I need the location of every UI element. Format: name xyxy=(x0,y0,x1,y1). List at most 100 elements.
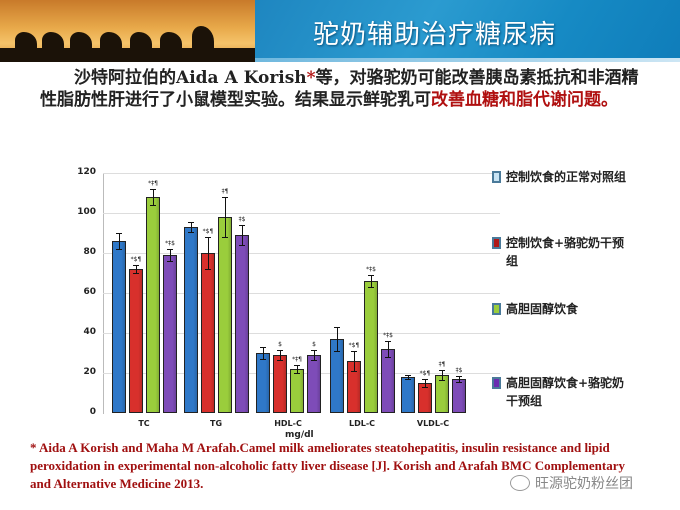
legend-swatch xyxy=(492,237,501,249)
gridline xyxy=(103,253,500,254)
error-cap xyxy=(311,360,317,361)
legend-swatch xyxy=(492,377,501,389)
error-bar xyxy=(191,222,192,232)
error-cap xyxy=(294,373,300,374)
x-category-label: LDL-C xyxy=(348,419,376,428)
gridline xyxy=(103,333,500,334)
error-cap xyxy=(294,365,300,366)
watermark-text: 旺源驼奶粉丝团 xyxy=(535,476,633,492)
bar-vldl-c-series-4 xyxy=(452,379,466,413)
error-bar xyxy=(242,225,243,245)
y-tick-label: 0 xyxy=(89,407,96,417)
error-cap xyxy=(133,273,139,274)
error-cap xyxy=(368,287,374,288)
error-bar xyxy=(136,265,137,273)
legend-label: 控制饮食+骆驼奶干预组 xyxy=(506,236,625,268)
gridline xyxy=(103,173,500,174)
bar-tg-series-1 xyxy=(184,227,198,413)
error-cap xyxy=(150,205,156,206)
bar-hdl-c-series-1 xyxy=(256,353,270,413)
legend-label: 高胆固醇饮食+骆驼奶干预组 xyxy=(506,376,625,408)
significance-marker: *$¶ xyxy=(419,370,431,377)
y-tick-label: 80 xyxy=(83,247,96,257)
page-title: 驼奶辅助治疗糖尿病 xyxy=(313,20,557,50)
camel-caravan-image xyxy=(0,0,255,62)
error-bar xyxy=(459,376,460,382)
bar-tg-series-4 xyxy=(235,235,249,413)
significance-marker: *$¶ xyxy=(130,256,142,263)
legend-swatch xyxy=(492,171,501,183)
error-bar xyxy=(388,341,389,357)
error-bar xyxy=(337,327,338,351)
x-axis-unit: mg/dl xyxy=(285,430,314,440)
error-cap xyxy=(456,376,462,377)
bar-tg-series-3 xyxy=(218,217,232,413)
error-cap xyxy=(205,269,211,270)
error-cap xyxy=(222,197,228,198)
legend-swatch xyxy=(492,303,501,315)
bar-hdl-c-series-4 xyxy=(307,355,321,413)
error-cap xyxy=(368,275,374,276)
significance-marker: ‡$ xyxy=(455,367,463,374)
x-category-label: HDL-C xyxy=(274,419,302,428)
significance-marker: *‡$ xyxy=(165,240,175,247)
footnote-marker: * xyxy=(306,68,316,88)
intro-text-2: 等，对骆驼奶可能改善胰岛素抵抗和非酒精性脂肪性肝进行了小鼠模型实验。结果显示鲜驼… xyxy=(40,68,639,110)
error-cap xyxy=(205,237,211,238)
y-tick-label: 120 xyxy=(77,167,96,177)
significance-marker: $ xyxy=(278,341,282,348)
wechat-icon xyxy=(510,475,530,491)
error-bar xyxy=(408,375,409,379)
significance-marker: $ xyxy=(312,341,316,348)
error-cap xyxy=(385,341,391,342)
error-bar xyxy=(225,197,226,237)
significance-marker: ‡¶ xyxy=(438,361,446,368)
gridline xyxy=(103,213,500,214)
legend-label: 高胆固醇饮食 xyxy=(506,302,579,316)
y-tick-label: 60 xyxy=(83,287,96,297)
y-tick-label: 20 xyxy=(83,367,96,377)
reference-citation: * Aida A Korish and Maha M Arafah.Camel … xyxy=(30,440,625,491)
error-cap xyxy=(351,351,357,352)
error-cap xyxy=(405,379,411,380)
significance-marker: *$¶ xyxy=(202,228,214,235)
significance-marker: ‡$ xyxy=(238,216,246,223)
error-cap xyxy=(260,347,266,348)
significance-marker: *$¶ xyxy=(348,342,360,349)
error-cap xyxy=(239,245,245,246)
error-bar xyxy=(208,237,209,269)
x-category-label: TG xyxy=(209,419,223,428)
error-cap xyxy=(277,360,283,361)
error-bar xyxy=(170,249,171,261)
intro-text-1: 沙特阿拉伯的Aida A Korish xyxy=(74,68,307,88)
error-bar xyxy=(263,347,264,359)
legend-item: 高胆固醇饮食 xyxy=(492,300,631,318)
bar-tc-series-1 xyxy=(112,241,126,413)
bar-hdl-c-series-3 xyxy=(290,369,304,413)
error-bar xyxy=(314,350,315,360)
error-bar xyxy=(153,189,154,205)
x-category-label: VLDL-C xyxy=(416,419,450,428)
significance-marker: *‡$ xyxy=(366,266,376,273)
legend-label: 控制饮食的正常对照组 xyxy=(506,170,627,184)
error-cap xyxy=(239,225,245,226)
bar-ldl-c-series-4 xyxy=(381,349,395,413)
error-bar xyxy=(297,365,298,373)
legend-item: 高胆固醇饮食+骆驼奶干预组 xyxy=(492,374,631,410)
error-cap xyxy=(260,359,266,360)
significance-marker: *‡$ xyxy=(383,332,393,339)
bar-tc-series-4 xyxy=(163,255,177,413)
bar-chart: 0 20 40 60 80 100 120 *$¶ *‡¶ *‡$ TC *$¶ ‡¶ ‡$ TG $ *‡¶ $… xyxy=(70,165,501,445)
bar-tc-series-2 xyxy=(129,269,143,413)
error-cap xyxy=(277,350,283,351)
bar-vldl-c-series-1 xyxy=(401,377,415,413)
error-cap xyxy=(334,351,340,352)
error-cap xyxy=(116,233,122,234)
bar-hdl-c-series-2 xyxy=(273,355,287,413)
error-cap xyxy=(167,249,173,250)
error-cap xyxy=(456,382,462,383)
error-bar xyxy=(371,275,372,287)
error-cap xyxy=(116,249,122,250)
error-cap xyxy=(422,379,428,380)
error-cap xyxy=(222,237,228,238)
